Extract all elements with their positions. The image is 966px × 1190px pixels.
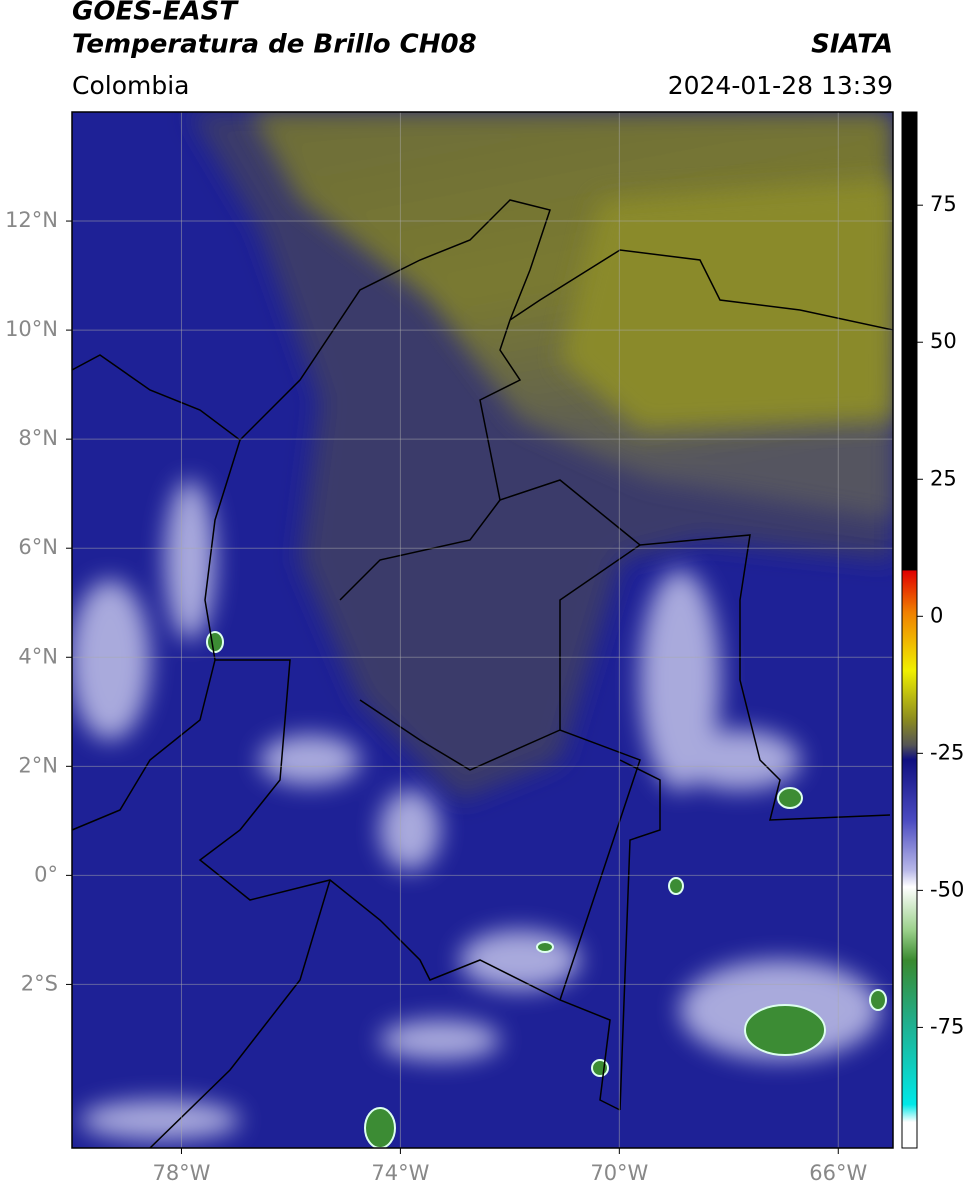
x-tick-label: 70°W [590, 1161, 648, 1185]
colorbar-tick-label: 75 [930, 192, 957, 216]
datetime: 2024-01-28 13:39 [668, 71, 893, 100]
x-tick-label: 66°W [809, 1161, 867, 1185]
subtitle: Temperatura de Brillo CH08 [72, 30, 477, 60]
colorbar-tick-label: 25 [930, 466, 957, 490]
y-tick-label: 4°N [18, 644, 58, 668]
y-tick-label: 2°N [18, 753, 58, 777]
colorbar-tick-label: -25 [930, 740, 964, 764]
y-tick-label: 2°S [21, 971, 58, 995]
region: Colombia [72, 71, 189, 100]
satellite-image [72, 112, 893, 1148]
colorbar-tick-label: 50 [930, 329, 957, 353]
x-tick-label: 78°W [152, 1161, 210, 1185]
y-tick-label: 8°N [18, 426, 58, 450]
title: GOES-EAST [72, 0, 239, 27]
map-frame [71, 111, 894, 1149]
y-tick-label: 6°N [18, 535, 58, 559]
y-tick-label: 10°N [5, 317, 58, 341]
colorbar-tick-label: -50 [930, 877, 964, 901]
source: SIATA [811, 30, 893, 60]
colorbar-tick-label: 0 [930, 603, 943, 627]
colorbar-tick-label: -75 [930, 1014, 964, 1038]
y-tick-label: 12°N [5, 208, 58, 232]
x-tick-label: 74°W [371, 1161, 429, 1185]
graticule [72, 112, 893, 1148]
y-tick-label: 0° [34, 862, 58, 886]
colorbar [901, 111, 918, 1149]
